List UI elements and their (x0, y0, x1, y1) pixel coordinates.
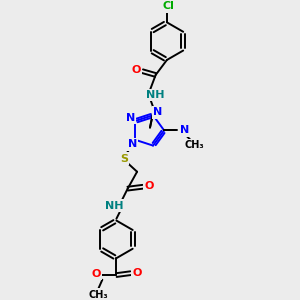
Text: N: N (180, 125, 189, 135)
Text: N: N (153, 107, 162, 117)
Text: Cl: Cl (163, 2, 175, 11)
Text: O: O (91, 269, 101, 279)
Text: N: N (128, 140, 137, 149)
Text: CH₃: CH₃ (184, 140, 204, 150)
Text: O: O (145, 181, 154, 191)
Text: N: N (126, 113, 135, 123)
Text: S: S (120, 154, 128, 164)
Text: NH: NH (105, 200, 124, 211)
Text: O: O (132, 268, 142, 278)
Text: CH₃: CH₃ (89, 290, 108, 300)
Text: NH: NH (146, 90, 165, 100)
Text: O: O (131, 65, 141, 75)
